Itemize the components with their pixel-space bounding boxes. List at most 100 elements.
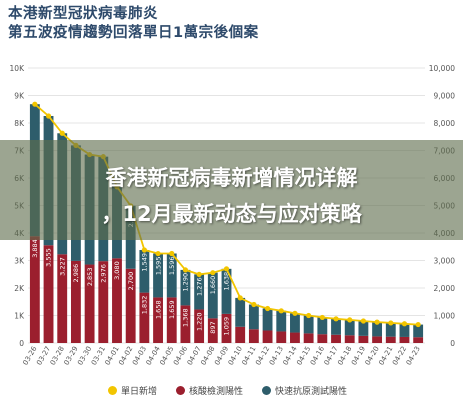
bar-rat (385, 322, 396, 337)
left-tick-label: 8K (14, 119, 25, 128)
legend-rat-swatch (262, 386, 271, 395)
bar-pcr (194, 309, 205, 343)
bar-label-pcr: 3,227 (58, 257, 66, 276)
bar-label-rat: 1,638 (223, 272, 231, 291)
chart-subtitle: 第五波疫情趨勢回落單日1萬宗後個案 (8, 25, 259, 41)
bar-label-rat: 1,595 (154, 257, 162, 276)
bar-label-rat: 1,660 (209, 276, 217, 295)
bar-rat (207, 272, 218, 319)
bar-pcr (331, 334, 341, 343)
bar-pcr (413, 337, 424, 343)
bar-label-pcr: 3,884 (31, 239, 39, 258)
left-tick-label: 1K (14, 312, 25, 321)
daily-point (196, 271, 202, 277)
bar-rat (372, 322, 383, 337)
daily-point (32, 101, 38, 107)
legend-daily-label: 單日新增 (121, 387, 158, 397)
bar-label-rat: 1,596 (168, 256, 176, 275)
daily-point (347, 317, 353, 323)
bar-rat (235, 297, 246, 327)
bar-label-pcr: 1,658 (154, 300, 162, 319)
bar-rat (221, 268, 232, 314)
legend-daily-swatch (108, 386, 117, 395)
headline-line-1: 香港新冠病毒新增情况详解 (105, 166, 358, 190)
bar-label-pcr: 1,368 (182, 308, 190, 327)
bar-label-rat: 1,549 (141, 253, 149, 272)
bar-pcr (317, 334, 328, 343)
legend-rat-label: 快速抗原測試陽性 (275, 387, 348, 397)
right-tick-label: 3,000 (434, 257, 456, 266)
daily-point (45, 113, 52, 119)
right-tick-label: 2,000 (434, 284, 456, 293)
bar-rat (317, 317, 328, 335)
bar-pcr (84, 264, 95, 343)
bar-label-pcr: 1,220 (195, 312, 203, 331)
daily-point (306, 312, 312, 319)
legend-item-daily: 單日新增 (108, 384, 157, 397)
bar-pcr (98, 261, 109, 343)
bar-pcr (112, 258, 122, 343)
daily-point (210, 270, 216, 276)
bar-label-pcr: 2,853 (86, 268, 94, 287)
bar-label-pcr: 1,059 (223, 317, 231, 336)
bar-rat (358, 321, 369, 336)
daily-point (251, 301, 257, 308)
daily-point (169, 250, 175, 257)
bar-rat (166, 253, 177, 298)
legend-item-rat: 快速抗原測試陽性 (262, 384, 347, 397)
bar-pcr (57, 254, 68, 343)
bar-rat (344, 319, 355, 336)
bar-pcr (303, 333, 314, 343)
bar-pcr (235, 326, 246, 343)
bar-pcr (166, 297, 177, 343)
bar-pcr (207, 318, 218, 343)
daily-point (401, 321, 408, 327)
left-tick-label: 0 (19, 339, 24, 348)
left-tick-label: 9K (14, 92, 25, 101)
daily-point (374, 319, 380, 325)
daily-point (59, 130, 65, 136)
bar-label-pcr: 3,080 (113, 261, 121, 280)
bar-pcr (276, 331, 287, 343)
daily-point (388, 320, 394, 326)
bar-pcr (372, 336, 383, 343)
bar-rat (194, 274, 205, 310)
left-tick-label: 3K (14, 257, 25, 266)
bar-pcr (180, 305, 191, 343)
right-tick-label: 10,000 (429, 64, 455, 73)
chart-title: 本港新型冠狀病毒肺炎 (8, 6, 158, 22)
bar-pcr (290, 332, 300, 343)
daily-point (333, 316, 339, 322)
bar-pcr (344, 335, 355, 343)
bar-pcr (153, 297, 163, 343)
bar-pcr (358, 335, 369, 343)
daily-point (141, 247, 147, 253)
bar-label-pcr: 897 (209, 321, 217, 333)
bar-label-pcr: 2,700 (127, 272, 135, 291)
bar-pcr (125, 268, 136, 343)
bar-label-rat: 1,290 (182, 273, 190, 292)
x-tick-label: 04-23 (405, 345, 422, 367)
daily-point (415, 321, 421, 328)
bar-pcr (399, 336, 410, 343)
bar-rat (153, 253, 163, 298)
bar-label-pcr: 2,976 (99, 264, 107, 283)
bar-pcr (262, 330, 273, 343)
bar-pcr (29, 236, 40, 343)
daily-point (223, 266, 230, 272)
bar-pcr (248, 329, 259, 343)
right-tick-label: 0 (450, 339, 455, 348)
daily-point (237, 295, 243, 301)
daily-point (182, 267, 189, 273)
left-tick-label: 10K (10, 64, 26, 73)
bar-rat (276, 310, 287, 332)
bar-rat (413, 324, 424, 338)
daily-point (155, 250, 161, 257)
bar-label-pcr: 1,832 (141, 296, 149, 315)
bar-label-pcr: 3,555 (45, 248, 53, 267)
legend-pcr-swatch (176, 386, 185, 395)
bar-pcr (385, 336, 396, 343)
bar-label-rat: 1,276 (195, 277, 203, 296)
bar-rat (262, 308, 273, 331)
